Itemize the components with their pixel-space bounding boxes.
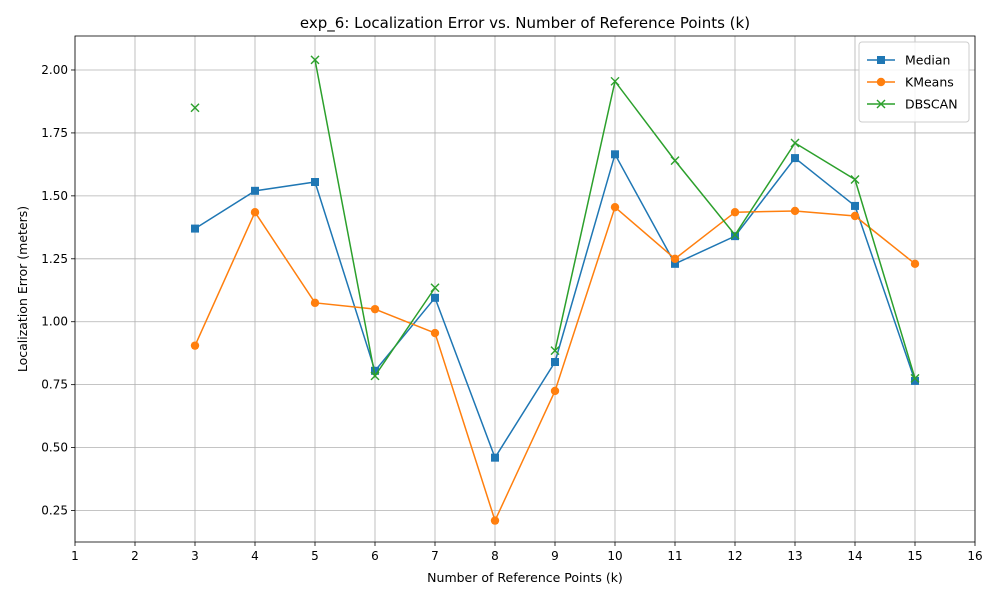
marker-stroke [370,371,380,381]
y-axis-label: Localization Error (meters) [15,206,30,372]
data-point-kmeans [370,304,380,314]
data-point-kmeans [730,208,740,217]
data-point-median [491,453,499,462]
marker-stroke [310,55,320,65]
marker-stroke [876,99,886,109]
x-tick-label: 13 [787,549,802,563]
data-point-median [911,376,919,385]
y-tick-label: 1.75 [41,126,68,140]
legend-item-median: Median [867,53,950,68]
marker-stroke [610,76,620,86]
marker-stroke [850,174,860,184]
x-tick-label: 4 [251,549,259,563]
x-tick-label: 11 [667,549,682,563]
data-point-median [731,232,739,241]
data-point-kmeans [790,206,800,216]
axes: 1 2 3 4 5 6 7 8 9 10 11 12 13 14 15 160.250.500.751.001… [41,35,983,563]
y-tick-label: 2.00 [41,63,68,77]
marker-stroke [910,373,920,383]
x-tick-label: 7 [431,549,439,563]
x-tick-label: 8 [491,549,499,563]
marker-stroke [730,230,740,240]
data-point-median [851,201,859,210]
x-tick-label: 15 [907,549,922,563]
data-point-kmeans [670,254,680,263]
legend-marker [877,56,885,64]
marker-stroke [190,103,200,113]
x-tick-label: 16 [967,549,982,563]
y-tick-label: 0.50 [41,441,68,455]
data-point-median [791,154,799,163]
chart-title: exp_6: Localization Error vs. Number of … [300,14,750,33]
y-tick-label: 0.75 [41,378,68,392]
y-tick-label: 1.25 [41,252,68,266]
data-point-dbscan [850,174,860,184]
legend-item-dbscan: DBSCAN [867,97,958,112]
data-point-dbscan [430,283,440,293]
data-point-median [311,178,319,187]
data-point-dbscan [610,76,620,86]
data-point-dbscan [670,156,680,166]
plot-area [190,55,920,525]
grid [74,36,976,542]
y-tick-label: 1.50 [41,189,68,203]
y-tick-label: 1.00 [41,315,68,329]
x-tick-label: 3 [191,549,199,563]
legend-item-kmeans: KMeans [867,75,954,90]
data-point-median [251,186,259,195]
plot-frame [74,35,976,543]
legend-box [858,41,970,123]
x-tick-label: 14 [847,549,862,563]
data-point-kmeans [190,341,200,350]
x-tick-label: 2 [131,549,139,563]
marker-stroke [430,283,440,293]
data-point-dbscan [550,346,560,356]
x-tick-label: 5 [311,549,319,563]
series-kmeans [190,202,920,525]
series-dbscan [190,55,920,383]
data-point-median [191,224,199,233]
marker-stroke [790,138,800,148]
x-tick-label: 10 [607,549,622,563]
marker-stroke [670,156,680,166]
x-tick-label: 12 [727,549,742,563]
data-point-kmeans [910,259,920,269]
legend-label: KMeans [905,75,954,90]
x-tick-label: 1 [71,549,79,563]
data-point-dbscan [370,371,380,381]
data-point-median [671,259,679,268]
data-point-kmeans [250,208,260,217]
data-point-dbscan [190,103,200,113]
legend-marker [876,77,886,87]
marker-stroke [550,346,560,356]
data-point-median [431,293,439,302]
data-point-kmeans [490,516,500,525]
x-tick-label: 6 [371,549,379,563]
legend-label: DBSCAN [905,97,958,112]
legend-label: Median [905,53,950,68]
y-tick-label: 0.25 [41,504,68,518]
x-tick-label: 9 [551,549,559,563]
data-point-kmeans [550,386,560,396]
data-point-dbscan [910,373,920,383]
data-point-median [551,358,559,367]
legend-marker [876,99,886,109]
x-axis-label: Number of Reference Points (k) [427,570,623,585]
data-point-dbscan [790,138,800,148]
data-point-median [371,366,379,375]
data-point-median [611,150,619,159]
series-median [191,150,919,462]
data-point-kmeans [310,298,320,308]
data-point-kmeans [610,202,620,212]
data-point-kmeans [430,328,440,338]
legend: Median KMeans DBSCAN [858,41,970,123]
data-point-dbscan [730,230,740,240]
data-point-dbscan [310,55,320,65]
data-point-kmeans [850,211,860,221]
